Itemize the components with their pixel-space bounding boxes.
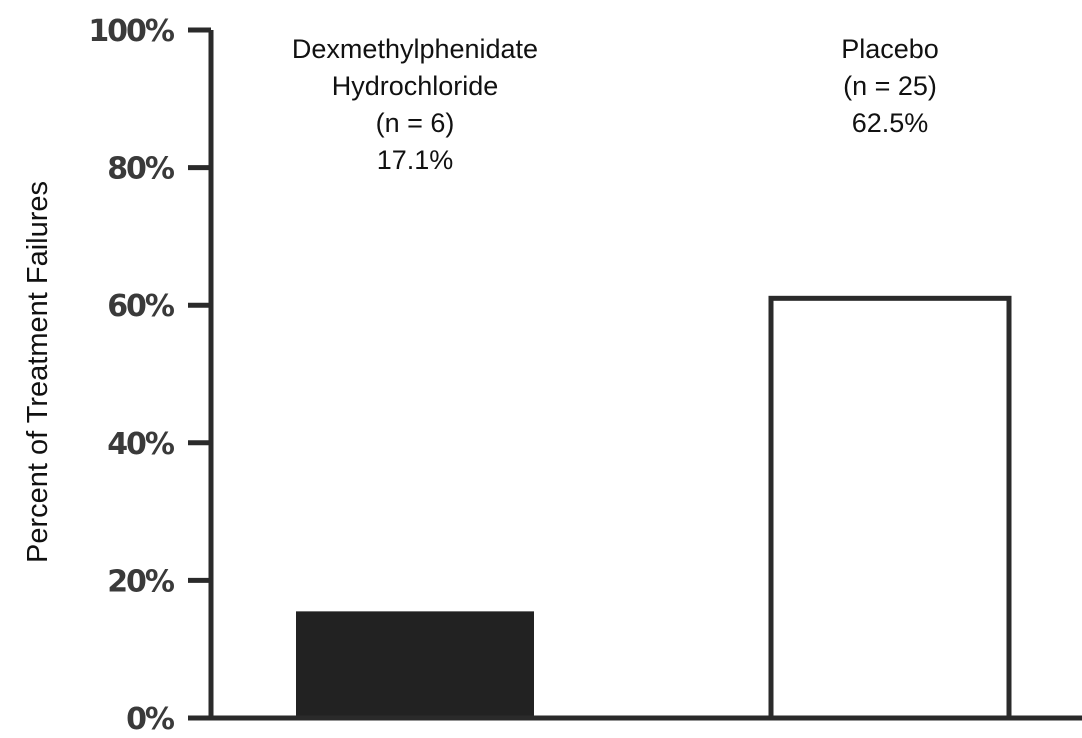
y-tick-label: 60% <box>107 289 175 324</box>
y-tick-label: 80% <box>107 152 175 187</box>
y-tick-label: 0% <box>126 702 175 737</box>
category-name-label: Placebo <box>841 34 939 64</box>
category-n-label: (n = 25) <box>843 71 937 101</box>
y-axis-label: Percent of Treatment Failures <box>22 181 54 563</box>
y-tick-label: 20% <box>107 564 175 599</box>
category-percent-label: 62.5% <box>852 108 929 138</box>
y-tick-label: 40% <box>107 427 175 462</box>
category-labels: Dexmethylphenidate Hydrochloride (n = 6) 17… <box>292 34 939 175</box>
category-name-label: Hydrochloride <box>332 71 499 101</box>
category-n-label: (n = 6) <box>376 108 455 138</box>
y-axis-ticks: 0% 20% 40% 60% 80% 100% <box>88 14 211 737</box>
y-tick-label: 100% <box>88 14 175 49</box>
bar-placebo <box>771 298 1009 718</box>
bars <box>296 298 1009 718</box>
category-percent-label: 17.1% <box>377 145 454 175</box>
category-name-label: Dexmethylphenidate <box>292 34 538 64</box>
bar-dexmethylphenidate <box>296 611 534 718</box>
